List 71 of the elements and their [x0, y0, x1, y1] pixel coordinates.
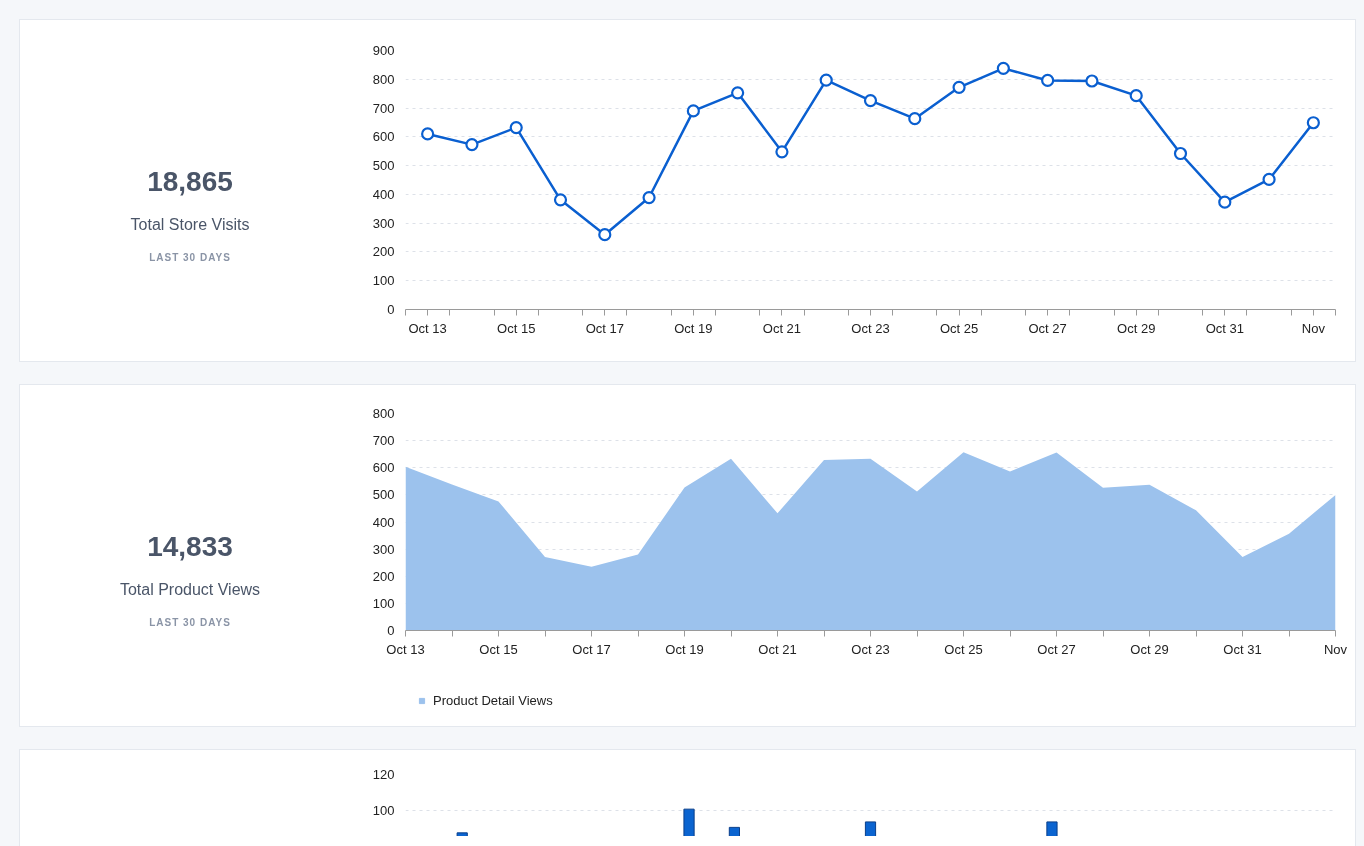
y-tick-label: 800	[372, 71, 395, 87]
point	[819, 73, 833, 87]
point	[686, 104, 700, 118]
y-tick-label: 500	[372, 487, 395, 503]
y-tick-label: 800	[372, 406, 395, 421]
y-tick-label: 120	[372, 767, 395, 782]
point	[908, 112, 922, 126]
text: 18,865	[146, 165, 234, 199]
x-tick-label: Oct 15	[479, 641, 518, 657]
text: LAST 30 DAYS	[148, 250, 232, 265]
y-tick-label: 900	[372, 43, 395, 58]
y-tick-label: 500	[372, 158, 395, 174]
point	[553, 193, 568, 207]
y-tick-label: 100	[372, 803, 395, 819]
y-tick-label: 100	[372, 273, 395, 289]
x-tick-label: Nov	[1301, 320, 1326, 336]
x-tick-label: Oct 29	[1130, 641, 1169, 657]
y-tick-label: 200	[372, 244, 395, 260]
x-tick-label: Oct 25	[944, 641, 983, 657]
x-tick-label: Oct 17	[585, 320, 624, 336]
point	[863, 93, 878, 108]
point	[731, 86, 745, 100]
legend-label: Product Detail Views	[433, 693, 553, 708]
y-tick-label: 600	[372, 460, 395, 476]
x-tick-label: Oct 19	[674, 320, 713, 336]
y-tick-label: 400	[372, 186, 395, 202]
point	[642, 190, 656, 205]
point	[1262, 172, 1276, 187]
x-tick-label: Oct 15	[497, 320, 536, 336]
point	[1218, 195, 1232, 209]
x-tick-label: Oct 27	[1037, 641, 1076, 657]
point	[1306, 116, 1320, 130]
point	[952, 80, 966, 94]
y-tick-label: 600	[372, 129, 395, 145]
x-tick-label: Oct 19	[665, 641, 704, 657]
point	[509, 121, 523, 135]
y-tick-label: 300	[372, 215, 395, 231]
point	[1173, 146, 1188, 161]
point	[598, 228, 612, 242]
point	[1129, 89, 1143, 103]
x-tick-label: Oct 13	[386, 641, 425, 657]
point	[1041, 73, 1055, 88]
x-tick-label: Oct 21	[758, 641, 797, 657]
y-tick-label: 0	[387, 302, 395, 317]
x-tick-label: Oct 23	[851, 641, 890, 657]
x-tick-label: Oct 25	[939, 320, 979, 336]
x-tick-label: Oct 13	[408, 320, 447, 336]
text: 14,833	[146, 530, 234, 564]
x-tick-label: Oct 21	[762, 320, 802, 336]
x-tick-label: Oct 17	[572, 641, 611, 657]
y-tick-label: 700	[372, 100, 395, 116]
y-tick-label: 100	[372, 595, 395, 611]
x-tick-label: Oct 27	[1028, 320, 1067, 336]
point	[1085, 74, 1099, 88]
y-tick-label: 200	[372, 568, 395, 584]
x-tick-label: Oct 23	[851, 320, 890, 336]
point	[465, 138, 479, 152]
point	[996, 61, 1010, 75]
x-tick-label: Nov	[1323, 641, 1348, 657]
point	[421, 127, 435, 141]
x-tick-label: Oct 31	[1205, 320, 1244, 336]
text: LAST 30 DAYS	[148, 615, 232, 630]
x-tick-label: Oct 31	[1223, 641, 1262, 657]
y-tick-label: 0	[387, 623, 395, 638]
text: Total Store Visits	[129, 215, 251, 235]
y-tick-label: 300	[372, 541, 395, 557]
y-tick-label: 400	[372, 514, 395, 530]
text: Total Product Views	[118, 580, 262, 600]
y-tick-label: 700	[372, 433, 395, 449]
x-tick-label: Oct 29	[1117, 320, 1156, 336]
point	[775, 145, 789, 159]
